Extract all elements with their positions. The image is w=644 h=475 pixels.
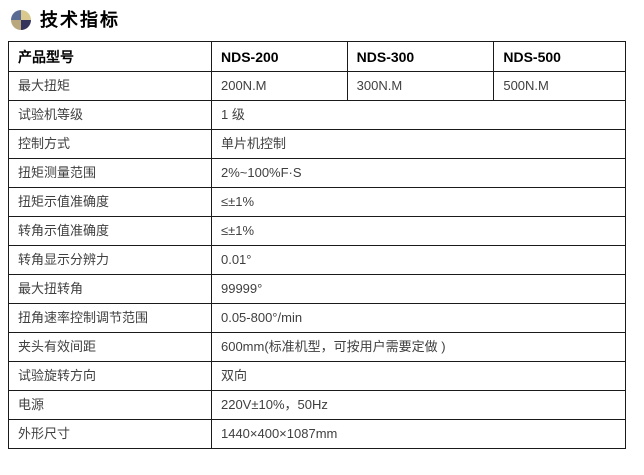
sphere-quadrant-icon (11, 10, 31, 30)
table-row: 转角显示分辨力 0.01° (8, 245, 627, 275)
row-label: 试验机等级 (8, 100, 212, 130)
row-value: 99999° (210, 274, 627, 304)
table-row-max-torque: 最大扭矩 200N.M 300N.M 500N.M (8, 71, 626, 101)
section-header: 技术指标 (0, 0, 644, 33)
row-value: 2%~100%F·S (210, 158, 627, 188)
table-header-row: 产品型号 NDS-200 NDS-300 NDS-500 (8, 41, 626, 72)
table-row: 外形尺寸 1440×400×1087mm (8, 419, 627, 449)
row-value: 1 级 (210, 100, 627, 130)
icon-quadrant-top-left (11, 10, 21, 20)
table-row: 扭矩示值准确度 ≤±1% (8, 187, 627, 217)
row-label: 扭角速率控制调节范围 (8, 303, 212, 333)
row-value: ≤±1% (210, 216, 627, 246)
page-title: 技术指标 (40, 10, 120, 30)
col-header-product-model: 产品型号 (8, 41, 212, 72)
row-label: 扭矩测量范围 (8, 158, 212, 188)
row-value: 单片机控制 (210, 129, 627, 159)
table-row: 夹头有效间距 600mm(标准机型，可按用户需要定做 ) (8, 332, 627, 362)
row-value: 1440×400×1087mm (210, 419, 627, 449)
row-value: 600mm(标准机型，可按用户需要定做 ) (210, 332, 627, 362)
row-value: 0.01° (210, 245, 627, 275)
row-label: 控制方式 (8, 129, 212, 159)
icon-quadrant-bottom-right (21, 20, 31, 30)
spec-table: 产品型号 NDS-200 NDS-300 NDS-500 最大扭矩 200N.M… (8, 41, 627, 449)
row-value: ≤±1% (210, 187, 627, 217)
row-value: 0.05-800°/min (210, 303, 627, 333)
row-label: 最大扭转角 (8, 274, 212, 304)
row-label: 夹头有效间距 (8, 332, 212, 362)
table-row: 电源 220V±10%，50Hz (8, 390, 627, 420)
row-label: 转角显示分辨力 (8, 245, 212, 275)
table-row: 试验旋转方向 双向 (8, 361, 627, 391)
icon-quadrant-top-right (21, 10, 31, 20)
table-row: 控制方式 单片机控制 (8, 129, 627, 159)
row-label: 最大扭矩 (8, 71, 212, 101)
table-row: 最大扭转角 99999° (8, 274, 627, 304)
row-label: 试验旋转方向 (8, 361, 212, 391)
icon-quadrant-bottom-left (11, 20, 21, 30)
col-header-nds-300: NDS-300 (346, 41, 495, 72)
row-label: 转角示值准确度 (8, 216, 212, 246)
table-row: 扭角速率控制调节范围 0.05-800°/min (8, 303, 627, 333)
row-label: 电源 (8, 390, 212, 420)
col-header-nds-200: NDS-200 (210, 41, 348, 72)
table-row: 试验机等级 1 级 (8, 100, 627, 130)
row-value: 220V±10%，50Hz (210, 390, 627, 420)
table-row: 转角示值准确度 ≤±1% (8, 216, 627, 246)
cell-value-nds-300: 300N.M (346, 71, 495, 101)
row-label: 扭矩示值准确度 (8, 187, 212, 217)
cell-value-nds-500: 500N.M (493, 71, 626, 101)
row-label: 外形尺寸 (8, 419, 212, 449)
col-header-nds-500: NDS-500 (493, 41, 626, 72)
cell-value-nds-200: 200N.M (210, 71, 348, 101)
row-value: 双向 (210, 361, 627, 391)
table-row: 扭矩测量范围 2%~100%F·S (8, 158, 627, 188)
